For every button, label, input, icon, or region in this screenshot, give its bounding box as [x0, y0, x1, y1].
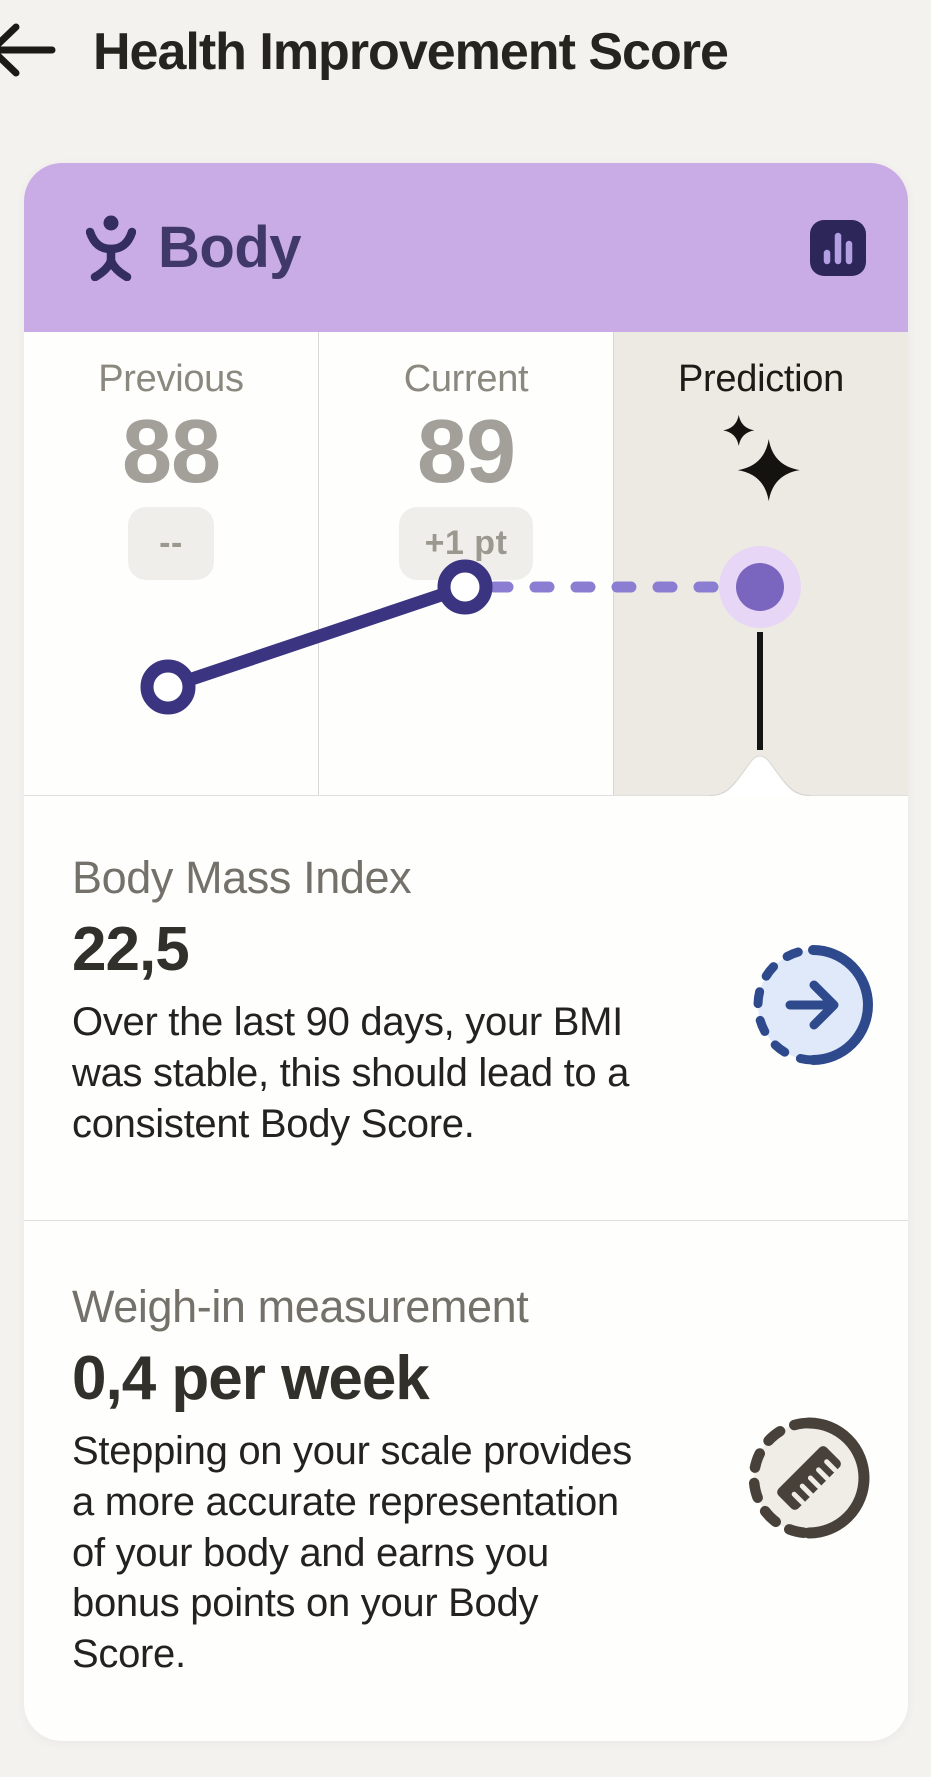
weigh-in-section-title: Weigh-in measurement — [72, 1281, 529, 1332]
page-title: Health Improvement Score — [93, 23, 729, 81]
bar-chart-icon — [823, 232, 853, 264]
score-label: Current — [403, 358, 529, 400]
sparkles-icon — [723, 414, 800, 502]
arrow-right-circle-icon — [753, 945, 873, 1065]
bar-chart-button[interactable] — [810, 219, 866, 276]
ruler-circle-icon — [748, 1417, 870, 1539]
score-value: 89 — [416, 402, 516, 502]
score-delta-badge: -- — [128, 507, 214, 580]
bmi-description: Over the last 90 days, your BMI was stab… — [72, 1000, 630, 1146]
bmi-section: Body Mass Index 22,5 Over the last 90 da… — [24, 796, 908, 1220]
score-col-prediction: Prediction — [614, 332, 908, 795]
score-label: Previous — [98, 358, 244, 400]
top-header: Health Improvement Score — [0, 0, 931, 120]
bmi-section-title: Body Mass Index — [72, 852, 412, 903]
score-row: Previous 88 -- Current 89 +1 pt Predicti… — [24, 332, 908, 796]
person-arms-up-icon — [86, 215, 136, 281]
weigh-in-section: Weigh-in measurement 0,4 per week Steppi… — [24, 1220, 908, 1741]
body-score-card: Body Previous 88 -- Current 89 +1 pt Pre… — [24, 163, 908, 1741]
arrow-left-icon — [0, 23, 56, 77]
score-delta-badge: +1 pt — [398, 507, 534, 580]
bmi-detail-button[interactable] — [748, 940, 878, 1070]
score-col-current: Current 89 +1 pt — [319, 332, 614, 795]
back-button[interactable] — [0, 22, 58, 78]
weigh-in-value: 0,4 per week — [72, 1344, 430, 1413]
weigh-in-detail-button[interactable] — [744, 1413, 874, 1543]
bmi-value: 22,5 — [72, 915, 190, 984]
weigh-in-description: Stepping on your scale provides a more a… — [72, 1429, 632, 1677]
score-value: 88 — [121, 402, 221, 502]
score-col-previous: Previous 88 -- — [24, 332, 319, 795]
card-title: Body — [158, 215, 302, 280]
card-header: Body — [24, 163, 908, 332]
score-label: Prediction — [678, 358, 844, 400]
